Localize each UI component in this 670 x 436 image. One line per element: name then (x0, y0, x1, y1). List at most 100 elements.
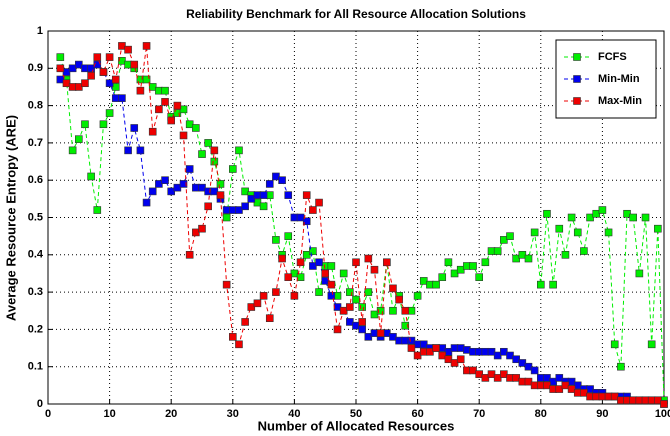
y-tick-label: 0.3 (28, 286, 43, 298)
marker (93, 53, 102, 61)
marker (401, 306, 410, 315)
marker (358, 318, 366, 326)
marker (278, 254, 286, 263)
marker (315, 258, 323, 267)
marker (204, 139, 212, 147)
marker (204, 202, 212, 211)
marker (524, 254, 533, 263)
y-tick-label: 0 (37, 398, 43, 410)
marker (364, 288, 373, 296)
marker (87, 71, 95, 80)
marker (179, 131, 188, 140)
x-tick-label: 70 (473, 408, 485, 420)
marker (136, 146, 145, 155)
marker (210, 146, 219, 155)
marker (302, 217, 311, 226)
marker (561, 251, 570, 259)
marker (327, 280, 336, 289)
marker (358, 325, 366, 334)
marker (142, 75, 151, 84)
marker (235, 340, 243, 349)
marker (302, 191, 311, 199)
marker (111, 75, 120, 84)
marker (530, 228, 539, 237)
marker (530, 366, 539, 375)
marker (629, 213, 638, 222)
x-axis-label: Number of Allocated Resources (258, 418, 455, 433)
marker (198, 224, 206, 233)
marker (493, 247, 502, 255)
x-tick-label: 100 (655, 408, 670, 420)
marker (604, 228, 613, 237)
x-tick-label: 80 (535, 408, 547, 420)
marker (315, 198, 323, 207)
marker (382, 258, 391, 267)
legend-label: FCFS (598, 51, 627, 63)
plot-frame (47, 30, 665, 405)
marker (124, 146, 132, 155)
marker (198, 150, 206, 158)
y-tick-label: 0.4 (28, 249, 44, 261)
marker (543, 209, 551, 218)
marker (647, 340, 656, 349)
marker (352, 295, 360, 304)
marker (438, 273, 447, 281)
x-tick-label: 50 (350, 408, 362, 420)
y-tick-label: 1 (37, 25, 43, 37)
marker (358, 303, 366, 311)
marker (81, 120, 89, 129)
marker (315, 288, 323, 296)
marker (309, 206, 317, 214)
marker (284, 273, 293, 281)
marker (327, 292, 336, 300)
marker (296, 258, 305, 267)
marker (87, 172, 95, 181)
marker (290, 292, 299, 300)
marker (432, 344, 440, 352)
marker (142, 42, 151, 50)
marker (475, 273, 484, 281)
marker (161, 98, 169, 106)
marker (235, 146, 243, 155)
marker (253, 299, 262, 308)
marker (617, 362, 625, 371)
marker (272, 236, 280, 244)
marker (148, 187, 157, 196)
marker (265, 314, 274, 323)
marker (99, 120, 108, 129)
marker (216, 180, 225, 188)
x-tick-label: 60 (411, 408, 423, 420)
marker (401, 321, 410, 330)
marker (68, 146, 77, 155)
marker (389, 306, 397, 315)
marker (284, 232, 293, 240)
y-tick-label: 0.9 (28, 62, 43, 74)
marker (376, 329, 385, 337)
marker (610, 340, 619, 349)
marker (185, 251, 194, 259)
marker (105, 53, 114, 61)
y-tick-label: 0.1 (28, 361, 43, 373)
legend-marker (573, 75, 581, 83)
marker (148, 127, 157, 136)
y-axis-label: Average Resource Entropy (ARE) (3, 115, 18, 321)
y-tick-label: 0.7 (28, 137, 43, 149)
marker (173, 101, 182, 110)
marker (339, 269, 348, 278)
marker (370, 265, 379, 274)
marker (654, 224, 662, 233)
marker (142, 198, 151, 207)
marker (456, 355, 465, 364)
marker (229, 165, 237, 173)
marker (136, 86, 145, 95)
marker (413, 292, 422, 300)
marker (192, 124, 200, 132)
marker (241, 318, 249, 326)
marker (573, 228, 582, 237)
marker (376, 306, 385, 315)
marker (259, 292, 268, 300)
marker (364, 254, 373, 263)
marker (346, 288, 354, 296)
marker (75, 135, 83, 143)
